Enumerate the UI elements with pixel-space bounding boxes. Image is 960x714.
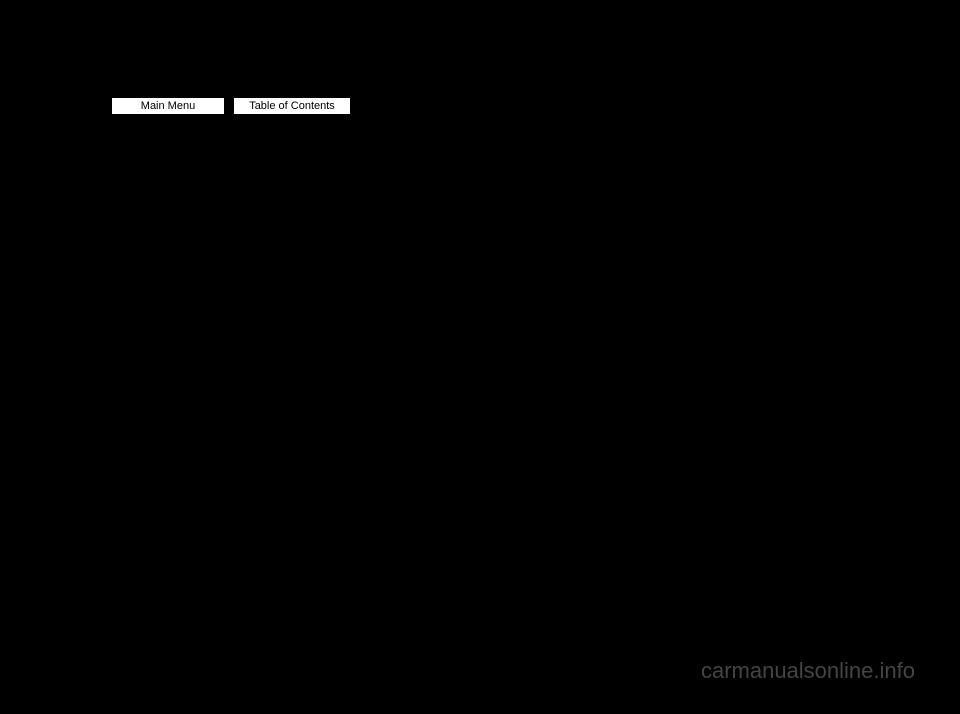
- main-menu-button[interactable]: Main Menu: [111, 97, 225, 115]
- watermark-text: carmanualsonline.info: [701, 658, 915, 684]
- nav-buttons-container: Main Menu Table of Contents: [111, 97, 351, 115]
- table-of-contents-button[interactable]: Table of Contents: [233, 97, 351, 115]
